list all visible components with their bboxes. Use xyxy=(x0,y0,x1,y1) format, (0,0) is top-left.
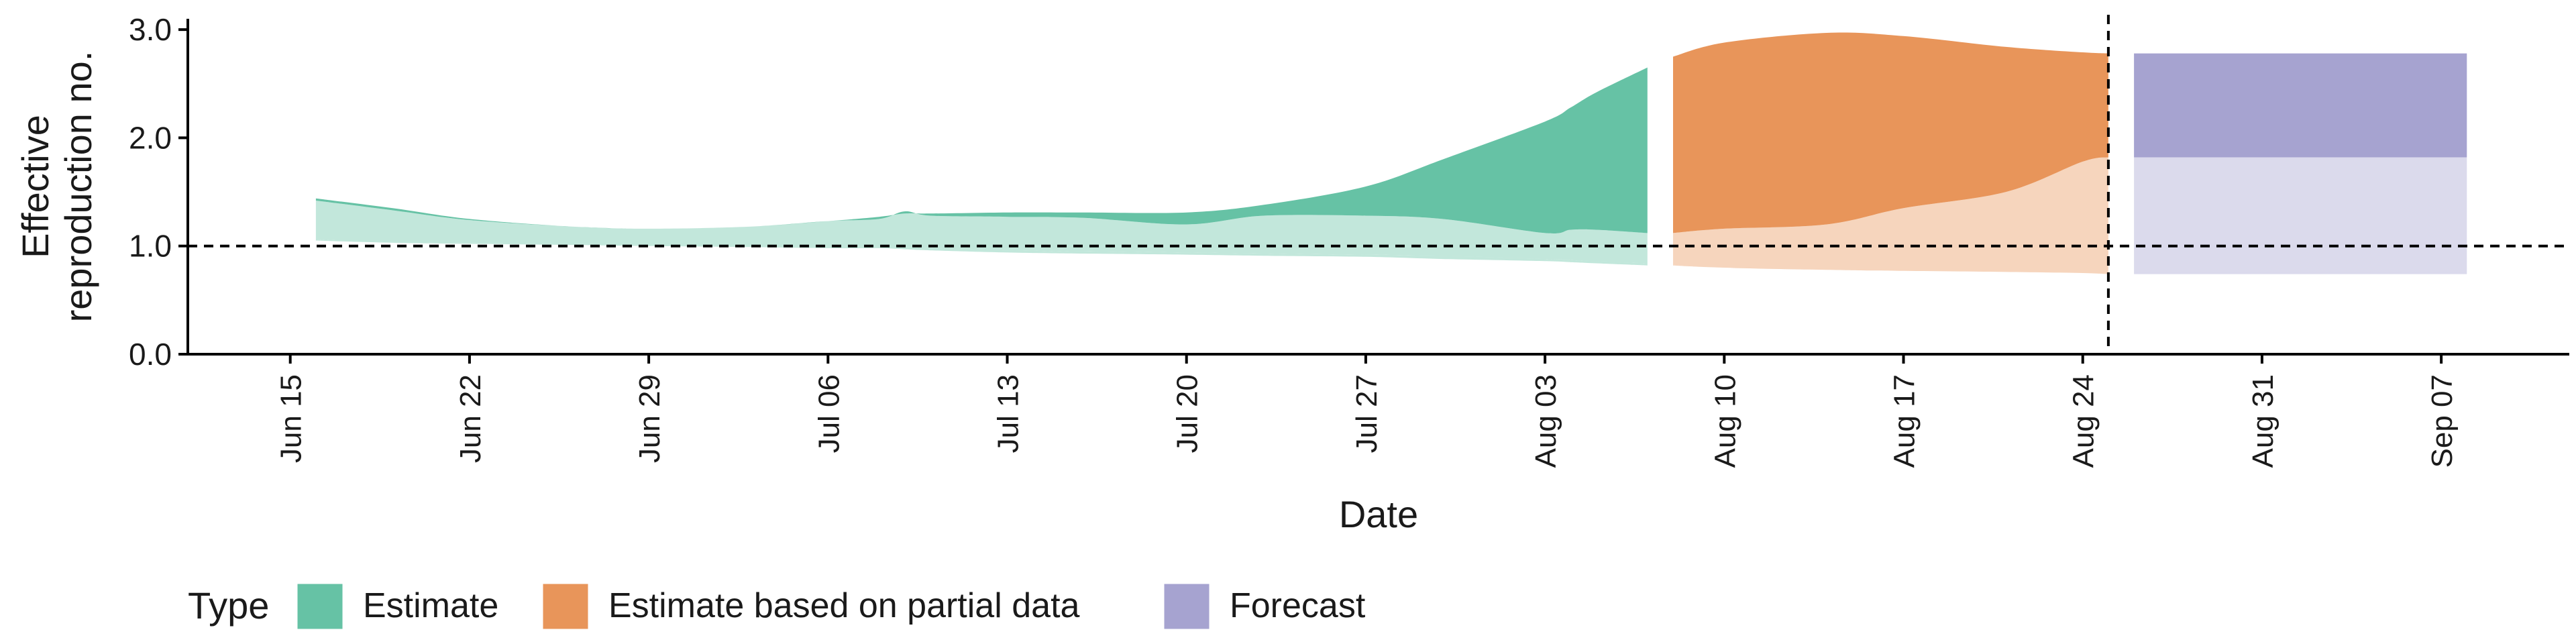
forecast-inner-band xyxy=(2134,157,2467,274)
y-tick-label: 3.0 xyxy=(129,12,172,47)
x-tick-label: Jul 27 xyxy=(1350,374,1383,453)
legend-swatch xyxy=(1164,584,1210,629)
estimate-based-on-partial-data-outer-upper-band xyxy=(1673,32,2108,233)
legend-item-forecast: Forecast xyxy=(1164,584,1366,629)
forecast-outer-upper-band xyxy=(2134,53,2467,158)
y-axis-title-line: reproduction no. xyxy=(57,51,99,323)
axes xyxy=(186,19,2569,356)
legend-label: Estimate xyxy=(363,586,498,625)
estimate-inner-band xyxy=(315,201,1648,264)
y-tick-label: 2.0 xyxy=(129,120,172,155)
x-tick-label: Jun 15 xyxy=(275,374,308,463)
x-ticks: Jun 15 Jun 22 Jun 29 Jul 06 Jul 13 Jul 20 Jul … xyxy=(275,354,2459,468)
x-tick-label: Jul 13 xyxy=(992,374,1025,453)
y-axis-title-line: Effective xyxy=(14,115,56,258)
legend-title: Type xyxy=(188,584,269,627)
x-tick-label: Aug 31 xyxy=(2247,374,2279,468)
x-tick-label: Jul 06 xyxy=(812,374,845,453)
legend-swatch xyxy=(297,584,343,629)
x-tick-label: Aug 24 xyxy=(2068,374,2100,468)
legend: Type Estimate Estimate based on partial da… xyxy=(188,584,1366,629)
x-tick-label: Sep 07 xyxy=(2426,374,2459,468)
y-tick-label: 0.0 xyxy=(129,337,172,372)
x-axis-title: Date xyxy=(1339,493,1418,535)
series-areas xyxy=(315,32,2467,274)
x-tick-label: Aug 10 xyxy=(1709,374,1741,468)
estimate-outer-lower-band xyxy=(315,239,1648,266)
x-tick-label: Jun 29 xyxy=(633,374,666,463)
y-axis-title: Effective reproduction no. xyxy=(14,51,99,323)
x-tick-label: Jul 20 xyxy=(1171,374,1204,453)
legend-label: Forecast xyxy=(1230,586,1366,625)
reference-lines xyxy=(188,15,2569,354)
y-tick-label: 1.0 xyxy=(129,229,172,264)
x-tick-label: Aug 03 xyxy=(1529,374,1562,468)
x-tick-label: Aug 17 xyxy=(1888,374,1921,468)
estimate-outer-upper-band xyxy=(315,67,1648,233)
x-tick-label: Jun 22 xyxy=(454,374,487,463)
legend-item-estimate: Estimate xyxy=(297,584,498,629)
y-ticks: 0.0 1.0 2.0 3.0 xyxy=(129,12,188,372)
legend-swatch xyxy=(543,584,588,629)
legend-item-estimate-based-on-partial-data: Estimate based on partial data xyxy=(543,584,1080,629)
legend-label: Estimate based on partial data xyxy=(608,586,1080,625)
